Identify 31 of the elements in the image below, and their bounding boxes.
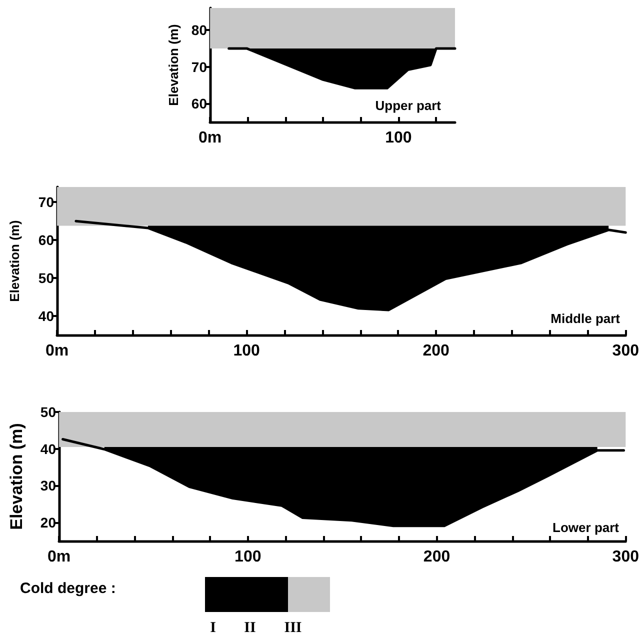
y-axis-title: Elevation (m) (7, 423, 26, 530)
y-tick-label: 60 (38, 232, 54, 248)
x-tick-label: 100 (385, 130, 412, 146)
y-tick-label: 60 (191, 96, 208, 112)
y-tick-label: 50 (38, 270, 54, 286)
x-tick-label: 300 (612, 342, 640, 360)
text: II (243, 620, 257, 637)
x-tick-label: 100 (233, 342, 260, 360)
y-axis-title: Elevation (m) (166, 24, 181, 106)
text: III (283, 620, 303, 637)
text: Cold degree : (20, 580, 116, 597)
annotation: Upper part (375, 98, 442, 113)
x-tick-label: 0m (47, 548, 71, 566)
x-tick-label: 0m (198, 130, 222, 146)
y-tick-label: 40 (40, 440, 56, 457)
y-tick-label: 20 (40, 514, 56, 531)
y-tick-label: 30 (40, 478, 56, 494)
y-tick-label: 40 (38, 308, 54, 324)
y-tick-label: 70 (38, 194, 54, 210)
y-tick-label: 50 (40, 404, 56, 420)
x-tick-label: 100 (234, 548, 262, 566)
x-tick-label: 200 (423, 548, 450, 566)
annotation: Lower part (552, 520, 620, 535)
x-tick-label: 300 (612, 548, 640, 566)
annotation: Middle part (550, 311, 621, 326)
y-tick-label: 70 (191, 58, 208, 75)
text: I (209, 620, 217, 637)
y-tick-label: 80 (191, 22, 208, 38)
x-tick-label: 200 (422, 342, 450, 360)
y-axis-title: Elevation (m) (7, 220, 22, 302)
x-tick-label: 0m (45, 342, 69, 360)
